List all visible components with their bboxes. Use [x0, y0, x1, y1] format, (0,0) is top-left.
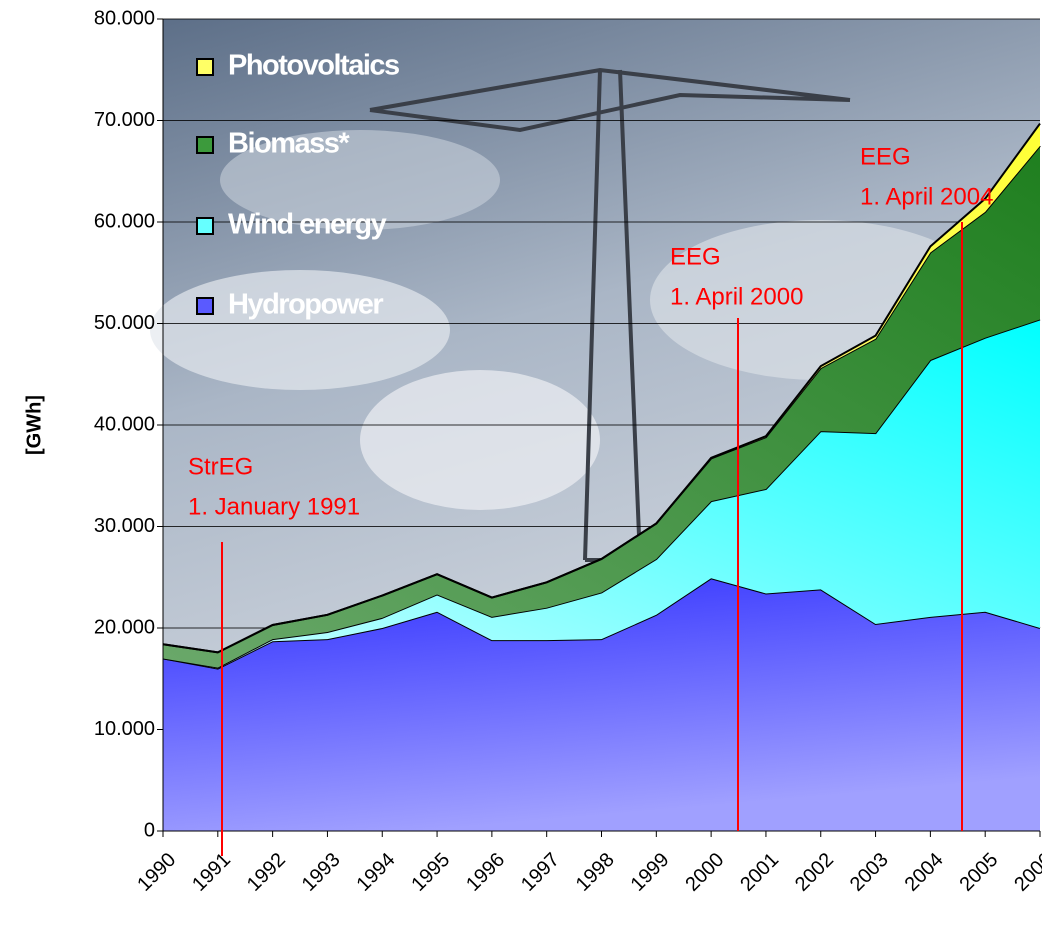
y-tick-label: 30.000: [94, 515, 155, 537]
legend-swatch: [197, 137, 213, 153]
x-tick-label: 2006: [1010, 849, 1042, 896]
y-axis-label: [GWh]: [23, 395, 45, 455]
y-tick-label: 50.000: [94, 312, 155, 334]
x-tick-label: 1996: [462, 849, 509, 896]
x-tick-label: 1993: [298, 849, 345, 896]
y-tick-label: 10.000: [94, 718, 155, 740]
legend-swatch: [197, 298, 213, 314]
y-tick-label: 80.000: [94, 7, 155, 29]
x-tick-label: 1995: [407, 849, 454, 896]
x-tick-label: 1990: [133, 849, 180, 896]
y-tick-label: 20.000: [94, 616, 155, 638]
legend-label: Hydropower: [228, 289, 383, 321]
x-tick-label: 2000: [681, 849, 728, 896]
x-tick-label: 1992: [243, 849, 290, 896]
y-tick-label: 60.000: [94, 210, 155, 232]
x-tick-label: 1998: [572, 849, 619, 896]
legend-label: Wind energy: [228, 209, 387, 241]
x-tick-label: 1994: [352, 849, 399, 896]
chart: 0 10.000 20.000 30.000 40.000 50.000 60.000 70.…: [0, 0, 1042, 931]
x-tick-label: 2005: [955, 849, 1002, 896]
annotation-text: EEG: [670, 243, 721, 270]
legend-label: Photovoltaics: [228, 50, 399, 82]
y-tick-label: 70.000: [94, 109, 155, 131]
legend-swatch: [197, 59, 213, 75]
legend-swatch: [197, 218, 213, 234]
legend-label: Biomass*: [228, 128, 350, 160]
annotation-text: 1. April 2004: [860, 183, 993, 210]
annotation-text: EEG: [860, 143, 911, 170]
annotation-text: StrEG: [188, 453, 253, 480]
x-tick-label: 2001: [736, 849, 783, 896]
x-tick-label: 2003: [846, 849, 893, 896]
x-tick-label: 1999: [627, 849, 674, 896]
y-tick-label: 0: [144, 819, 155, 841]
x-tick-label: 1991: [188, 849, 235, 896]
annotation-text: 1. January 1991: [188, 493, 360, 520]
y-tick-label: 40.000: [94, 413, 155, 435]
x-tick-label: 2004: [901, 849, 948, 896]
x-tick-label: 2002: [791, 849, 838, 896]
x-tick-label: 1997: [517, 849, 564, 896]
annotation-text: 1. April 2000: [670, 283, 803, 310]
